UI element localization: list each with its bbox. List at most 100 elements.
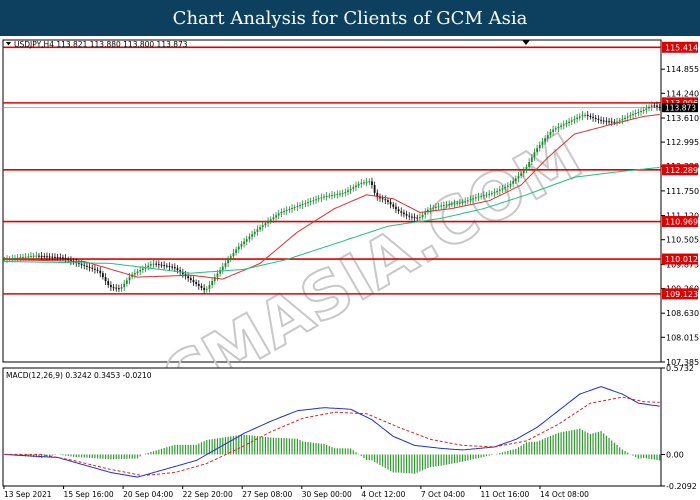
candle-body [136,271,139,273]
candle-body [520,173,523,176]
candle-body [485,194,488,196]
candle-body [59,257,62,259]
price-chart[interactable]: GCMASIA.COM114.855114.240113.610112.9951… [0,36,700,500]
candle-body [229,256,232,260]
candle-body [416,217,419,219]
candle-body [411,216,413,218]
candle-body [581,115,584,117]
candle-body [291,208,293,210]
candle-body [325,196,328,198]
candle-body [155,263,158,265]
candle-body [16,257,19,259]
candle-body [251,234,253,237]
candle-body [525,166,528,171]
macd-panel: MACD(12,26,9) 0.3242 0.3453 -0.0210 0.573… [2,364,697,491]
candle-body [200,285,203,288]
y-tick-label: 109.875 [666,260,699,269]
candle-body [160,264,163,266]
candle-body [312,200,315,202]
candle-body [208,284,211,289]
candle-body [365,181,368,183]
candle-body [533,152,536,158]
candle-body [224,263,227,267]
current-price-tag [662,103,698,113]
y-tick-label: 113.610 [666,114,699,123]
main-plot-frame [2,39,662,363]
candle-body [189,278,192,281]
candle-body [157,264,160,266]
candle-body [568,121,570,123]
candle-body [546,135,549,139]
candle-body [565,122,568,125]
x-tick-label: 11 Oct 16:00 [480,490,529,499]
macd-plot-frame [2,367,662,487]
candle-body [474,197,477,199]
candle-body [171,266,174,268]
candle-body [149,264,152,266]
candle-body [275,215,277,218]
candle-body [549,131,552,136]
candle-body [80,263,83,265]
candle-body [323,196,325,198]
candle-body [240,244,243,247]
candle-body [427,209,429,213]
candle-body [195,282,198,284]
candle-body [352,187,355,189]
candle-body [117,288,120,290]
x-tick-label: 27 Sep 08:00 [242,490,292,499]
candle-body [586,114,589,116]
candle-body [634,113,637,115]
candle-body [349,188,352,191]
candle-body [578,116,581,118]
candle-body [530,157,533,162]
candle-body [109,284,112,288]
candle-body [648,106,650,109]
candle-body [232,252,235,257]
candle-body [19,257,22,259]
candle-body [309,201,312,203]
candle-body [389,201,392,205]
candle-body [482,195,485,197]
candle-body [139,270,142,272]
candle-body [264,223,267,226]
candle-body [88,266,91,268]
macd-y-tick-label: 0.5732 [666,364,694,373]
candle-body [562,124,565,126]
candle-body [70,259,72,261]
level-price-tag [662,164,698,176]
candle-body [261,225,264,228]
candle-body [133,272,136,275]
candle-body [429,208,432,210]
x-tick-label: 15 Sep 16:00 [64,490,114,499]
candle-body [626,116,629,118]
candle-body [24,256,27,258]
candle-body [434,206,437,208]
candle-body [632,113,634,116]
y-tick-label: 112.995 [666,138,699,147]
candle-body [83,264,86,266]
candle-body [456,203,459,205]
candle-body [62,257,64,259]
candle-body [408,215,411,217]
candle-body [373,185,376,193]
candle-body [192,280,195,283]
candle-body [11,258,14,260]
macd-y-tick-label: -0.2092 [666,482,697,491]
candle-body [536,148,539,153]
candle-body [333,194,336,196]
candle-body [152,263,155,265]
candle-body [296,206,299,208]
y-tick-label: 111.750 [666,187,699,196]
candle-body [78,262,80,264]
candle-body [51,256,54,258]
candle-body [283,210,285,212]
candle-body [288,209,291,211]
x-tick-label: 14 Oct 08:00 [540,490,589,499]
candle-body [277,213,280,216]
candle-body [570,120,573,122]
candle-body [227,259,230,264]
candle-body [541,141,544,145]
candle-body [405,214,408,216]
ma-fast-line [4,114,660,280]
